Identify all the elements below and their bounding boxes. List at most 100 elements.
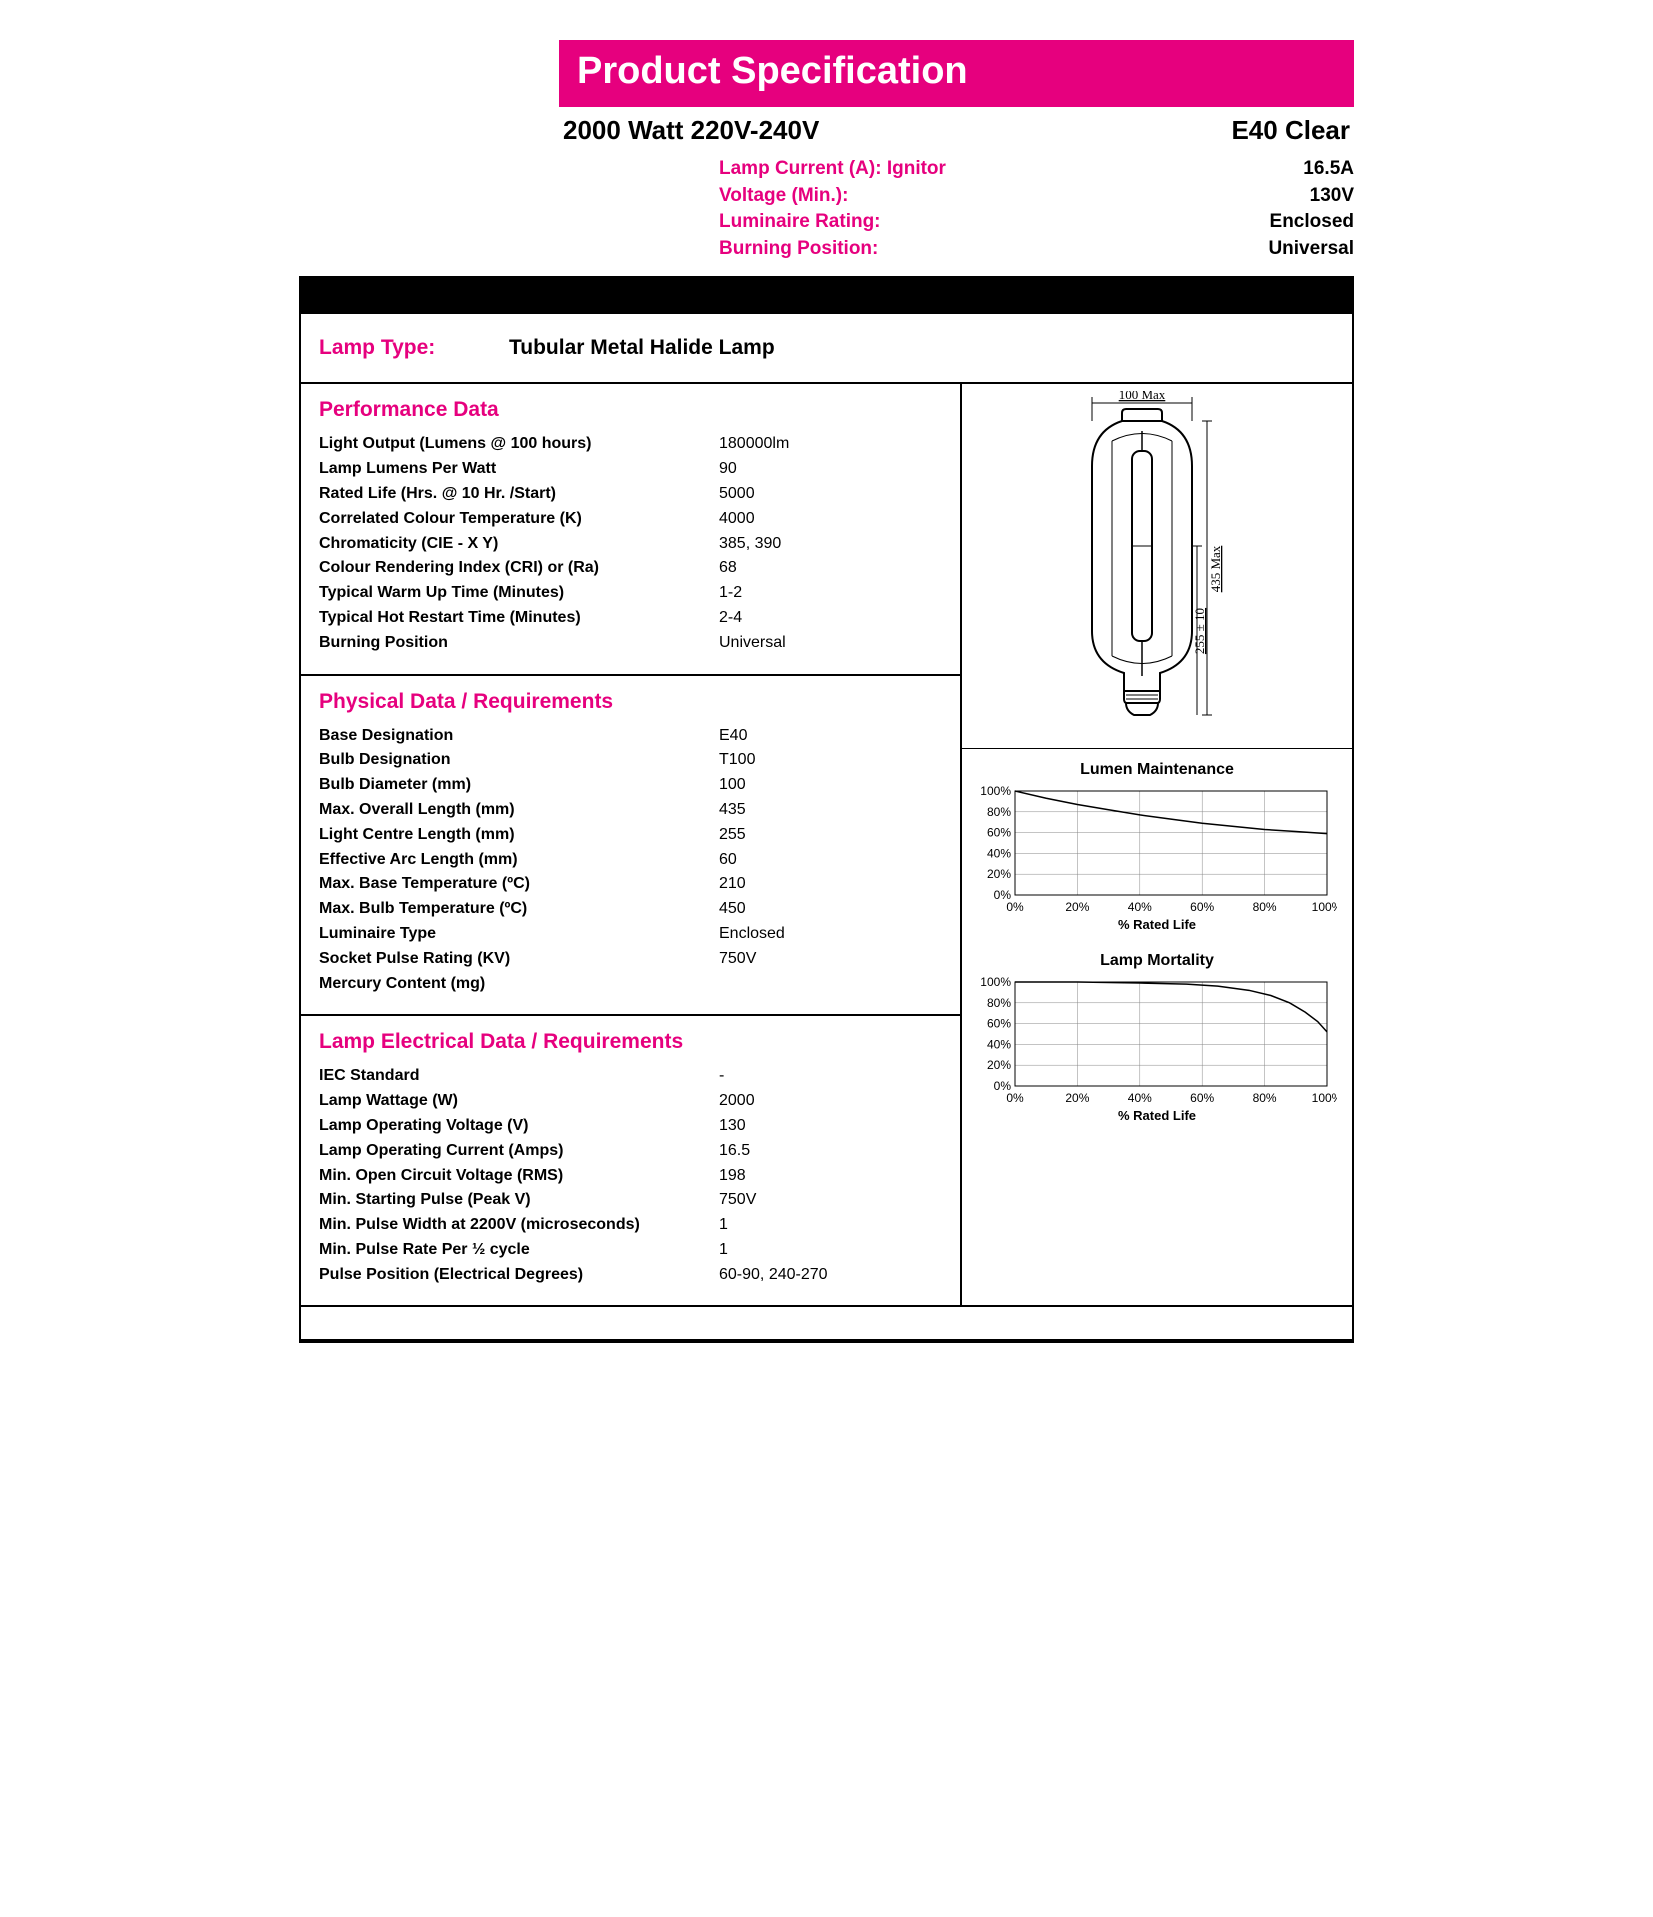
- spec-row: Effective Arc Length (mm)60: [319, 848, 942, 873]
- mortality-xlabel: % Rated Life: [976, 1108, 1338, 1123]
- spec-value: 255: [719, 823, 942, 848]
- subtitle-left: 2000 Watt 220V-240V: [563, 115, 819, 146]
- spec-value: 60: [719, 848, 942, 873]
- spec-value: 750V: [719, 1188, 942, 1213]
- spec-label: IEC Standard: [319, 1064, 719, 1089]
- spec-label: Luminaire Type: [319, 922, 719, 947]
- spec-row: Bulb DesignationT100: [319, 748, 942, 773]
- svg-text:0%: 0%: [1006, 900, 1024, 914]
- bulb-svg: 100 Max: [1042, 391, 1272, 741]
- spec-row: Chromaticity (CIE - X Y)385, 390: [319, 532, 942, 557]
- svg-text:60%: 60%: [1190, 900, 1214, 914]
- svg-text:100%: 100%: [1312, 900, 1337, 914]
- info-value: 16.5A: [1244, 156, 1354, 183]
- lamp-type-label: Lamp Type:: [319, 336, 509, 360]
- spec-label: Base Designation: [319, 724, 719, 749]
- bottom-sep: [301, 1339, 1352, 1341]
- spec-value: 90: [719, 457, 942, 482]
- bulb-diagram: 100 Max: [962, 384, 1352, 749]
- spec-value: 1: [719, 1213, 942, 1238]
- electrical-table: IEC Standard-Lamp Wattage (W)2000Lamp Op…: [319, 1064, 942, 1287]
- spec-label: Min. Pulse Rate Per ½ cycle: [319, 1238, 719, 1263]
- physical-section: Physical Data / Requirements Base Design…: [301, 674, 960, 1015]
- info-value: 130V: [1244, 183, 1354, 210]
- spec-label: Chromaticity (CIE - X Y): [319, 532, 719, 557]
- spec-row: Luminaire TypeEnclosed: [319, 922, 942, 947]
- info-row: Luminaire Rating:Enclosed: [719, 209, 1354, 236]
- mortality-chart: Lamp Mortality 0%20%40%60%80%100%0%20%40…: [962, 940, 1352, 1131]
- spec-value: 2000: [719, 1089, 942, 1114]
- spec-label: Typical Warm Up Time (Minutes): [319, 581, 719, 606]
- mortality-chart-title: Lamp Mortality: [976, 952, 1338, 970]
- svg-text:20%: 20%: [1065, 1091, 1089, 1105]
- subtitle-right: E40 Clear: [1231, 115, 1350, 146]
- info-label: Luminaire Rating:: [719, 209, 881, 236]
- svg-text:100%: 100%: [980, 976, 1011, 989]
- spec-row: Min. Pulse Width at 2200V (microseconds)…: [319, 1213, 942, 1238]
- spec-label: Pulse Position (Electrical Degrees): [319, 1263, 719, 1288]
- info-row: Voltage (Min.):130V: [719, 183, 1354, 210]
- performance-table: Light Output (Lumens @ 100 hours)180000l…: [319, 432, 942, 655]
- spec-value: 450: [719, 897, 942, 922]
- info-label: Burning Position:: [719, 236, 878, 263]
- spec-row: Lamp Lumens Per Watt90: [319, 457, 942, 482]
- spec-label: Effective Arc Length (mm): [319, 848, 719, 873]
- spec-label: Light Output (Lumens @ 100 hours): [319, 432, 719, 457]
- spec-label: Bulb Diameter (mm): [319, 773, 719, 798]
- spec-label: Colour Rendering Index (CRI) or (Ra): [319, 556, 719, 581]
- performance-section: Performance Data Light Output (Lumens @ …: [301, 384, 960, 673]
- spec-label: Max. Base Temperature (ºC): [319, 872, 719, 897]
- dim-435: 435 Max: [1208, 546, 1223, 593]
- performance-title: Performance Data: [319, 398, 942, 422]
- mortality-chart-svg: 0%20%40%60%80%100%0%20%40%60%80%100%: [977, 976, 1337, 1106]
- svg-text:40%: 40%: [987, 847, 1011, 861]
- spec-label: Max. Overall Length (mm): [319, 798, 719, 823]
- spec-row: Bulb Diameter (mm)100: [319, 773, 942, 798]
- spec-value: 385, 390: [719, 532, 942, 557]
- spec-label: Min. Starting Pulse (Peak V): [319, 1188, 719, 1213]
- svg-text:20%: 20%: [987, 868, 1011, 882]
- spec-value: 198: [719, 1164, 942, 1189]
- physical-table: Base DesignationE40Bulb DesignationT100B…: [319, 724, 942, 997]
- spec-value: 750V: [719, 947, 942, 972]
- svg-text:80%: 80%: [1253, 1091, 1277, 1105]
- spec-sheet: Product Specification 2000 Watt 220V-240…: [299, 40, 1354, 1343]
- svg-text:100%: 100%: [1312, 1091, 1337, 1105]
- svg-text:60%: 60%: [987, 1017, 1011, 1031]
- spec-value: 435: [719, 798, 942, 823]
- spec-row: Typical Warm Up Time (Minutes)1-2: [319, 581, 942, 606]
- lamp-type-value: Tubular Metal Halide Lamp: [509, 336, 775, 360]
- spec-value: 60-90, 240-270: [719, 1263, 942, 1288]
- svg-text:80%: 80%: [987, 996, 1011, 1010]
- svg-text:80%: 80%: [987, 805, 1011, 819]
- spec-outer-box: Lamp Type: Tubular Metal Halide Lamp Per…: [299, 276, 1354, 1343]
- spec-row: Typical Hot Restart Time (Minutes)2-4: [319, 606, 942, 631]
- lumen-chart-title: Lumen Maintenance: [976, 761, 1338, 779]
- spec-value: 210: [719, 872, 942, 897]
- spec-value: 1-2: [719, 581, 942, 606]
- spec-row: Lamp Wattage (W)2000: [319, 1089, 942, 1114]
- bottom-strip: [301, 1305, 1352, 1339]
- electrical-title: Lamp Electrical Data / Requirements: [319, 1030, 942, 1054]
- svg-text:60%: 60%: [987, 826, 1011, 840]
- spec-label: Lamp Lumens Per Watt: [319, 457, 719, 482]
- lumen-chart: Lumen Maintenance 0%20%40%60%80%100%0%20…: [962, 749, 1352, 940]
- spec-label: Bulb Designation: [319, 748, 719, 773]
- spec-label: Max. Bulb Temperature (ºC): [319, 897, 719, 922]
- spec-row: Light Centre Length (mm)255: [319, 823, 942, 848]
- spec-row: Light Output (Lumens @ 100 hours)180000l…: [319, 432, 942, 457]
- spec-label: Correlated Colour Temperature (K): [319, 507, 719, 532]
- spec-value: Enclosed: [719, 922, 942, 947]
- info-label: Lamp Current (A): Ignitor: [719, 156, 946, 183]
- spec-value: 130: [719, 1114, 942, 1139]
- spec-value: 180000lm: [719, 432, 942, 457]
- spec-row: Burning PositionUniversal: [319, 631, 942, 656]
- spec-row: Max. Bulb Temperature (ºC)450: [319, 897, 942, 922]
- lamp-type-row: Lamp Type: Tubular Metal Halide Lamp: [301, 314, 1352, 382]
- spec-value: 2-4: [719, 606, 942, 631]
- spec-value: E40: [719, 724, 942, 749]
- lumen-chart-svg: 0%20%40%60%80%100%0%20%40%60%80%100%: [977, 785, 1337, 915]
- electrical-section: Lamp Electrical Data / Requirements IEC …: [301, 1014, 960, 1305]
- svg-text:40%: 40%: [1128, 900, 1152, 914]
- spec-row: Rated Life (Hrs. @ 10 Hr. /Start)5000: [319, 482, 942, 507]
